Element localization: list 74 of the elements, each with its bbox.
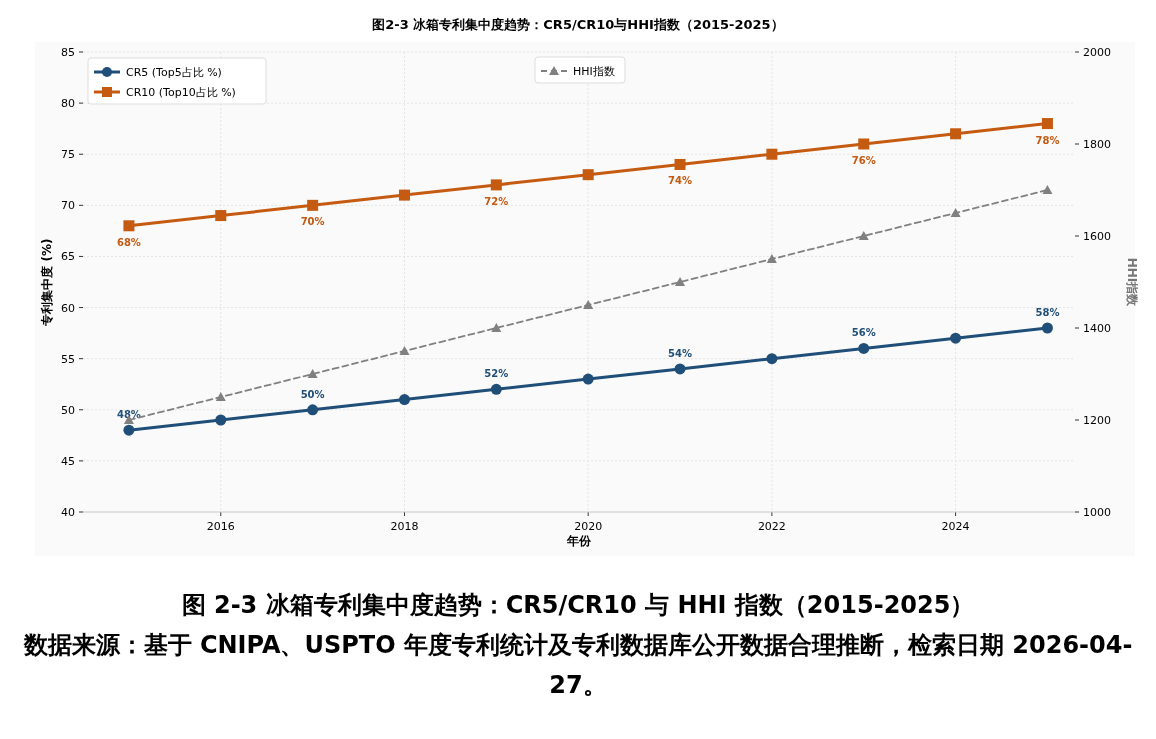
point bbox=[1042, 185, 1053, 194]
y-tick-label: 70 bbox=[61, 199, 75, 213]
point bbox=[1041, 118, 1053, 130]
y2-axis-title: HHI指数 bbox=[1125, 257, 1139, 308]
y-tick-label: 75 bbox=[61, 148, 75, 162]
y-tick-label: 50 bbox=[61, 403, 75, 417]
point bbox=[398, 189, 410, 201]
y-tick-label: 45 bbox=[61, 454, 75, 468]
point bbox=[215, 210, 227, 222]
point bbox=[582, 169, 594, 181]
x-tick-label: 2018 bbox=[390, 520, 419, 533]
point bbox=[123, 424, 135, 436]
point bbox=[490, 383, 502, 395]
legend-label: CR5 (Top5占比 %) bbox=[126, 66, 222, 79]
point bbox=[858, 342, 870, 354]
point bbox=[307, 404, 319, 416]
data-label: 70% bbox=[300, 216, 325, 228]
point bbox=[674, 158, 686, 170]
point bbox=[307, 369, 318, 378]
x-tick-label: 2022 bbox=[757, 520, 786, 533]
chart-title: 图2-3 冰箱专利集中度趋势：CR5/CR10与HHI指数（2015-2025） bbox=[372, 17, 784, 32]
data-label: 76% bbox=[851, 155, 876, 166]
point bbox=[399, 346, 410, 355]
y-axis-title: 专利集中度 (%) bbox=[40, 238, 54, 327]
point bbox=[215, 414, 227, 426]
point bbox=[398, 394, 410, 406]
y2-tick-label: 1400 bbox=[1083, 322, 1111, 335]
point bbox=[858, 138, 870, 150]
y2-tick-label: 1200 bbox=[1083, 414, 1111, 427]
y2-tick-label: 1600 bbox=[1083, 230, 1111, 243]
point bbox=[490, 179, 502, 191]
data-label: 78% bbox=[1035, 134, 1060, 146]
point bbox=[766, 254, 777, 263]
y2-tick-label: 2000 bbox=[1083, 46, 1111, 59]
point bbox=[582, 373, 594, 385]
x-tick-label: 2020 bbox=[574, 520, 603, 533]
source-note: 数据来源：基于 CNIPA、USPTO 年度专利统计及专利数据库公开数据合理推断，检索日期 2026-04-27。 bbox=[22, 630, 1134, 701]
point bbox=[215, 392, 226, 401]
point bbox=[766, 148, 778, 160]
point bbox=[1041, 322, 1053, 334]
y-tick-label: 85 bbox=[61, 46, 75, 59]
data-label: 68% bbox=[116, 236, 141, 248]
data-label: 54% bbox=[668, 347, 693, 359]
data-label: 48% bbox=[116, 409, 141, 421]
y2-tick-label: 1000 bbox=[1083, 506, 1111, 519]
y-tick-label: 80 bbox=[61, 97, 75, 111]
point bbox=[858, 231, 869, 240]
point bbox=[491, 323, 502, 332]
point bbox=[674, 363, 686, 375]
data-label: 72% bbox=[484, 195, 509, 207]
data-label: 74% bbox=[668, 175, 693, 187]
y-tick-label: 65 bbox=[61, 250, 75, 264]
x-axis-title: 年份 bbox=[566, 534, 592, 548]
point bbox=[123, 220, 135, 232]
point bbox=[950, 208, 961, 217]
data-label: 50% bbox=[300, 388, 325, 400]
legend-label: HHI指数 bbox=[573, 65, 615, 78]
point bbox=[950, 128, 962, 140]
y-tick-label: 40 bbox=[61, 506, 75, 519]
x-tick-label: 2016 bbox=[206, 520, 235, 533]
y-tick-label: 55 bbox=[61, 352, 75, 366]
data-label: 58% bbox=[1035, 307, 1060, 318]
point bbox=[766, 353, 778, 365]
point bbox=[950, 332, 962, 344]
point bbox=[583, 300, 594, 309]
legend-label: CR10 (Top10占比 %) bbox=[126, 86, 236, 99]
point bbox=[675, 277, 686, 286]
y-tick-label: 60 bbox=[61, 301, 75, 315]
y2-tick-label: 1800 bbox=[1083, 138, 1111, 151]
data-label: 56% bbox=[851, 327, 876, 339]
x-tick-label: 2024 bbox=[941, 520, 970, 533]
point bbox=[307, 199, 319, 211]
data-label: 52% bbox=[484, 368, 509, 380]
caption: 图 2-3 冰箱专利集中度趋势：CR5/CR10 与 HHI 指数（2015-2025） bbox=[180, 590, 976, 621]
